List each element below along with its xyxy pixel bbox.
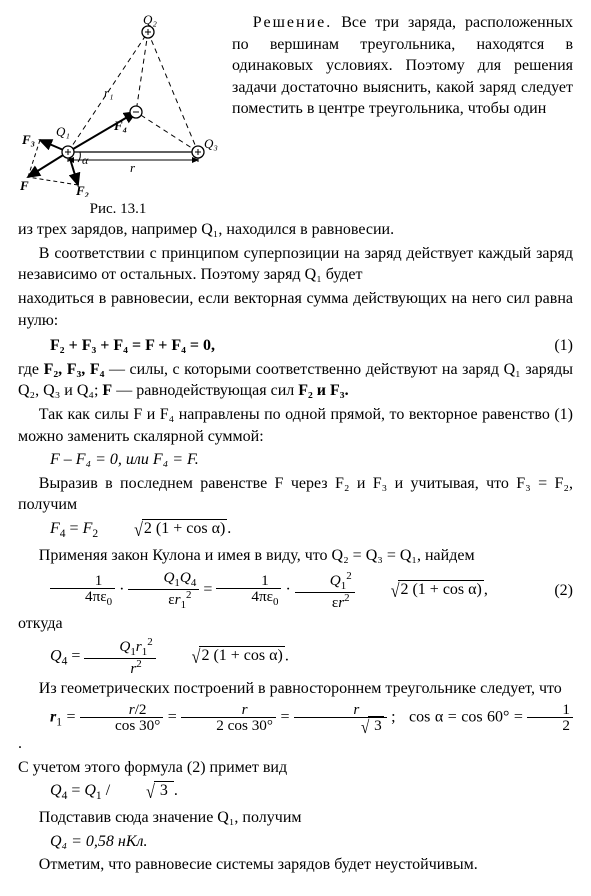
equation-1: F₂ + F₃ + F₄ = F + F₄ = 0, (1) <box>18 333 573 359</box>
paragraph-whence: откуда <box>18 613 573 635</box>
solution-intro: Решение. Все три заряда, расположенных п… <box>232 12 573 120</box>
paragraph-forces-def: где F₂, F₃, F₄ — силы, с которыми соотве… <box>18 359 573 402</box>
svg-text:F₂: F₂ <box>75 183 89 197</box>
paragraph-subst: С учетом этого формула (2) примет вид <box>18 757 573 779</box>
svg-text:Q₁: Q₁ <box>56 124 70 139</box>
eq1-body: F₂ + F₃ + F₄ = F + F₄ = 0, <box>50 337 215 354</box>
svg-text:F₄: F₄ <box>113 118 127 133</box>
equation-2: 14πε0 · Q1Q4εr12 = 14πε0 · Q12εr2 √2 (1 … <box>18 568 573 613</box>
eq1-label: (1) <box>546 335 573 357</box>
equation-final-symbolic: Q4 = Q1 / √ 3 . <box>18 780 573 805</box>
paragraph-geometry: Из геометрических построений в равностор… <box>18 678 573 700</box>
paragraph-note: Отметим, что равновесие системы зарядов … <box>18 854 573 876</box>
equation-r1: r1 = r/2cos 30° = r2 cos 30° = r√ 3 ; co… <box>18 702 573 755</box>
equation-final-numeric: Q₄ = 0,58 нКл. <box>18 831 573 853</box>
equation-q4: Q4 = Q1r12r2 √2 (1 + cos α). <box>18 637 573 676</box>
paragraph-superposition: В соответствии с принципом суперпозиции … <box>18 243 573 286</box>
solution-word: Решение. <box>253 14 332 31</box>
equation-scalar: F – F₄ = 0, или F₄ = F. <box>18 449 573 471</box>
svg-text:r: r <box>130 160 136 175</box>
eq2-body: 14πε0 · Q1Q4εr12 = 14πε0 · Q12εr2 √2 (1 … <box>18 570 488 611</box>
figure-caption: Рис. 13.1 <box>18 199 218 219</box>
eq2-label: (2) <box>546 580 573 602</box>
paragraph-scalar: Так как силы F и F₄ направлены по одной … <box>18 404 573 447</box>
figure-svg: r₁ α Q₂ Q₁ Q₃ r F₃ <box>18 12 218 197</box>
svg-text:Q₃: Q₃ <box>204 136 218 151</box>
svg-text:α: α <box>82 153 89 167</box>
paragraph-subst-value: Подставив сюда значение Q₁, получим <box>18 807 573 829</box>
svg-text:F: F <box>19 178 29 193</box>
physics-figure: r₁ α Q₂ Q₁ Q₃ r F₃ <box>18 12 218 219</box>
paragraph-superposition-cont: находиться в равновесии, если векторная … <box>18 288 573 331</box>
equation-f4: F4 = F2 √2 (1 + cos α). <box>18 518 573 543</box>
intro-continuation: из трех зарядов, например Q₁, находился … <box>18 219 573 241</box>
paragraph-coulomb: Применяя закон Кулона и имея в виду, что… <box>18 545 573 567</box>
paragraph-express: Выразив в последнем равенстве F через F₂… <box>18 473 573 516</box>
svg-text:r₁: r₁ <box>104 85 114 100</box>
svg-text:F₃: F₃ <box>21 132 35 147</box>
svg-text:Q₂: Q₂ <box>143 12 157 27</box>
